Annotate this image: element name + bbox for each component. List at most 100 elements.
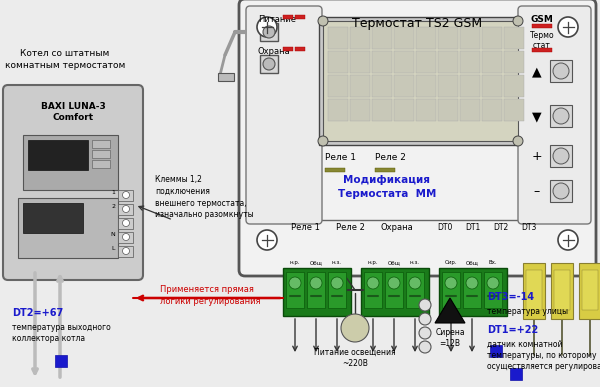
Text: Термостат TS2 GSM: Термостат TS2 GSM	[352, 17, 482, 30]
Circle shape	[367, 277, 379, 289]
Bar	[385, 272, 403, 308]
Bar	[582, 270, 598, 310]
Bar	[550, 180, 572, 202]
Circle shape	[263, 26, 275, 38]
Bar	[372, 99, 392, 121]
Text: GSM: GSM	[530, 15, 553, 24]
Bar	[460, 75, 480, 97]
Text: температура выходного
коллектора котла: температура выходного коллектора котла	[12, 323, 111, 343]
Bar	[394, 27, 414, 49]
Bar	[23, 203, 83, 233]
Bar	[550, 105, 572, 127]
Circle shape	[513, 136, 523, 146]
Bar	[323, 21, 518, 141]
Circle shape	[318, 136, 328, 146]
Text: DT1: DT1	[466, 223, 481, 232]
Bar	[218, 73, 234, 81]
Text: Сирена
=12В: Сирена =12В	[435, 328, 465, 348]
Circle shape	[409, 277, 421, 289]
Text: Общ: Общ	[388, 260, 401, 265]
FancyBboxPatch shape	[3, 85, 143, 280]
Bar	[283, 268, 351, 316]
Bar	[510, 368, 522, 380]
Bar	[28, 140, 88, 170]
Bar	[350, 51, 370, 73]
Bar	[328, 51, 348, 73]
Bar	[18, 198, 118, 258]
Text: DT3=-14: DT3=-14	[487, 292, 534, 302]
Bar	[438, 51, 458, 73]
Bar	[372, 75, 392, 97]
Bar	[328, 75, 348, 97]
Circle shape	[331, 277, 343, 289]
Text: Реле 2: Реле 2	[335, 223, 364, 232]
Bar	[92, 140, 110, 148]
Bar	[416, 99, 436, 121]
Bar	[439, 268, 507, 316]
Text: DT2=+67: DT2=+67	[12, 308, 63, 318]
Bar	[328, 272, 346, 308]
Circle shape	[388, 277, 400, 289]
Text: Питание: Питание	[258, 15, 296, 24]
Bar	[364, 272, 382, 308]
FancyBboxPatch shape	[518, 6, 591, 224]
Text: 1: 1	[111, 190, 115, 195]
Bar	[442, 272, 460, 308]
Text: BAXI LUNA-3
Comfort: BAXI LUNA-3 Comfort	[41, 102, 106, 122]
Bar	[260, 55, 278, 73]
Polygon shape	[435, 298, 465, 323]
Bar	[526, 270, 542, 310]
Text: Термо
стат: Термо стат	[530, 31, 554, 50]
Bar	[295, 15, 305, 19]
Bar	[319, 17, 522, 145]
Bar	[55, 355, 67, 367]
Text: датчик комнатной
температуры, по которому
осуществляется регулирование: датчик комнатной температуры, по котором…	[487, 340, 600, 371]
Bar	[361, 268, 429, 316]
Circle shape	[263, 58, 275, 70]
Text: Реле 1: Реле 1	[325, 153, 356, 162]
Text: н.р.: н.р.	[290, 260, 301, 265]
Bar	[482, 99, 502, 121]
Bar	[406, 272, 424, 308]
Bar	[118, 204, 133, 215]
Circle shape	[466, 277, 478, 289]
Text: –: –	[534, 185, 540, 199]
Bar	[283, 47, 293, 51]
Circle shape	[419, 299, 431, 311]
Text: Котел со штатным
комнатным термостатом: Котел со штатным комнатным термостатом	[5, 49, 125, 70]
Text: N: N	[110, 232, 115, 237]
Circle shape	[558, 17, 578, 37]
Text: DT3: DT3	[521, 223, 536, 232]
Text: Клеммы 1,2
подключения
внешнего термостата,
изначально разомкнуты: Клеммы 1,2 подключения внешнего термоста…	[155, 175, 254, 219]
Bar	[283, 15, 293, 19]
Circle shape	[419, 313, 431, 325]
Text: Реле 1: Реле 1	[290, 223, 319, 232]
Text: +: +	[532, 151, 542, 163]
Bar	[504, 51, 524, 73]
Bar	[532, 48, 552, 52]
Circle shape	[419, 341, 431, 353]
Bar	[295, 47, 305, 51]
Circle shape	[553, 183, 569, 199]
Bar	[416, 75, 436, 97]
Circle shape	[122, 248, 130, 255]
Text: ▲: ▲	[532, 65, 542, 79]
Text: Общ: Общ	[310, 260, 323, 265]
Bar	[394, 99, 414, 121]
Bar	[23, 135, 118, 190]
Circle shape	[318, 16, 328, 26]
Bar	[375, 168, 395, 172]
Text: н.р.: н.р.	[368, 260, 379, 265]
Bar	[372, 27, 392, 49]
Bar	[504, 27, 524, 49]
Bar	[325, 168, 345, 172]
Bar	[286, 272, 304, 308]
Bar	[372, 51, 392, 73]
Bar	[394, 75, 414, 97]
Text: Охрана: Охрана	[258, 47, 291, 56]
Bar	[504, 75, 524, 97]
Bar	[350, 99, 370, 121]
Circle shape	[122, 219, 130, 226]
Circle shape	[553, 108, 569, 124]
Circle shape	[419, 327, 431, 339]
